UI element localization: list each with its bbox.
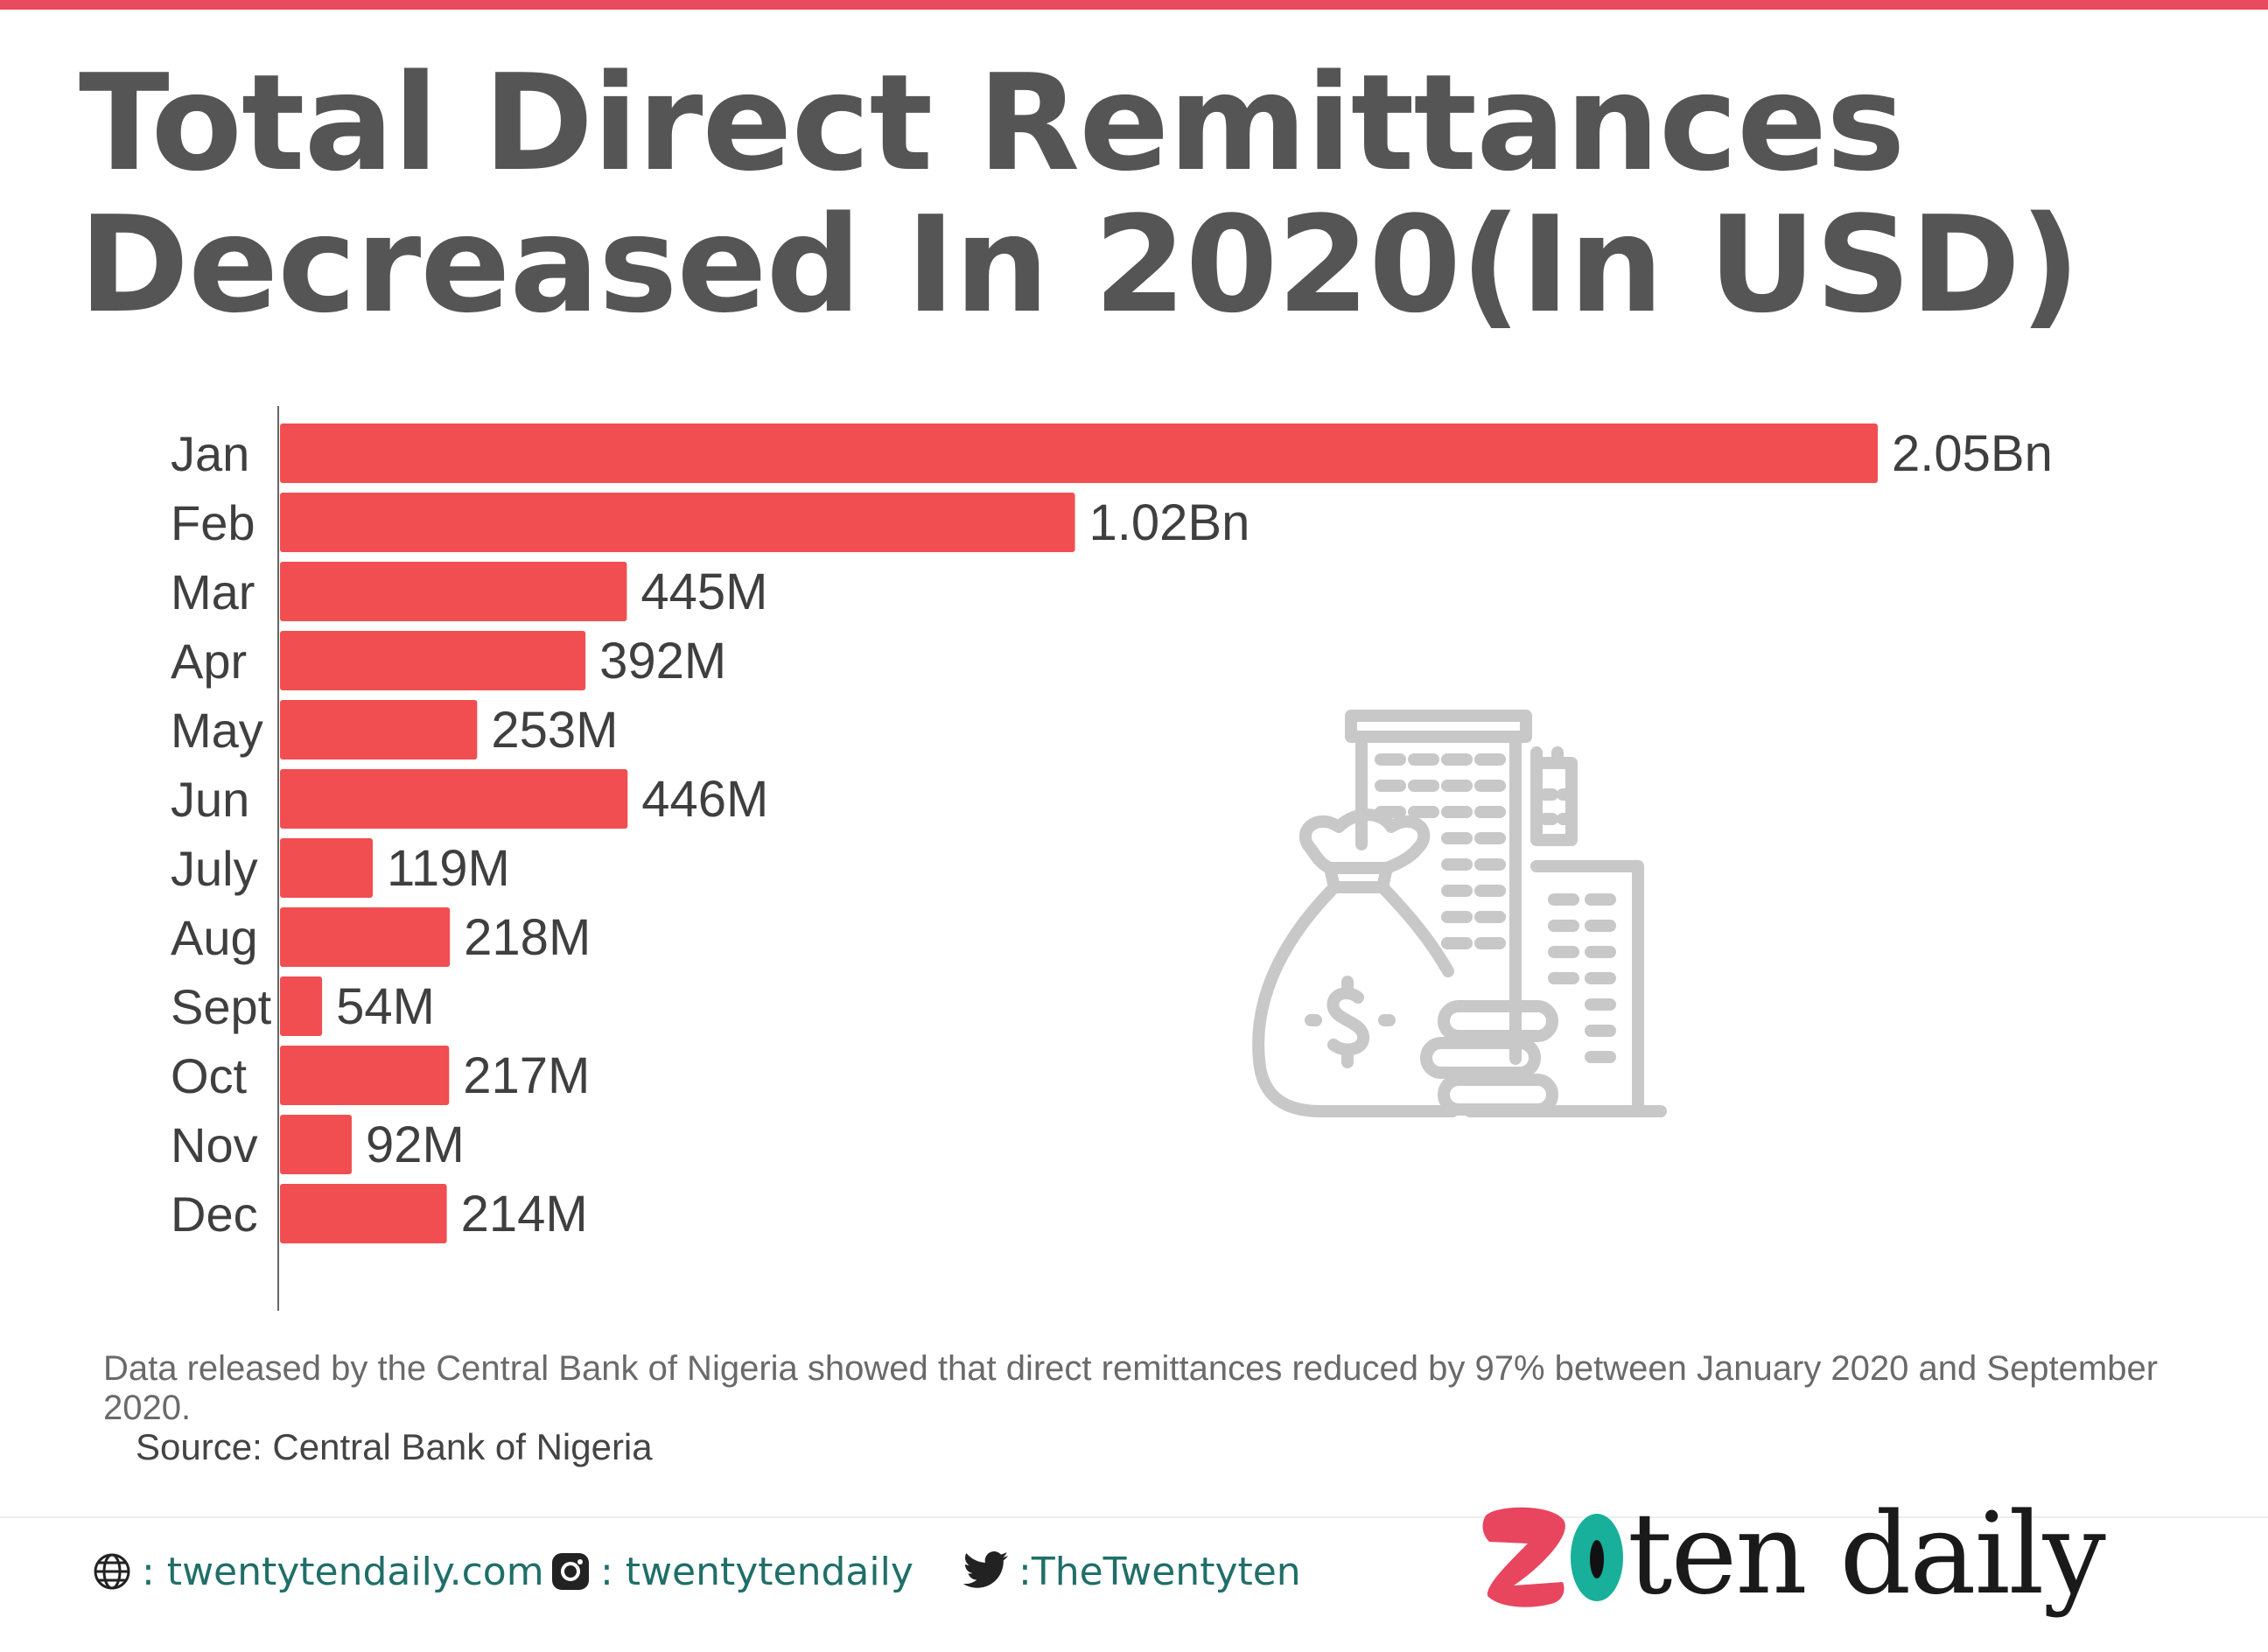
category-label-mar: Mar (171, 564, 255, 620)
twentyten-logo-mark (1482, 1507, 1623, 1607)
footer-twitter[interactable]: :TheTwentyten (962, 1544, 1301, 1600)
value-label-jan: 2.05Bn (1892, 425, 2053, 482)
value-label-sept: 54M (336, 978, 435, 1035)
category-label-dec: Dec (171, 1186, 258, 1242)
category-label-july: July (171, 841, 258, 896)
value-label-july: 119M (387, 840, 510, 897)
value-label-aug: 218M (464, 909, 591, 966)
money-bag-buildings-icon (1252, 710, 1667, 1117)
bar-nov (280, 1115, 352, 1174)
footer-website[interactable]: : twentytendaily.com (91, 1544, 544, 1600)
value-label-may: 253M (491, 702, 618, 759)
value-label-dec: 214M (461, 1186, 588, 1242)
value-label-feb: 1.02Bn (1089, 494, 1250, 551)
category-label-feb: Feb (171, 495, 256, 550)
bar-sept (280, 976, 323, 1036)
website-label: : twentytendaily.com (142, 1549, 544, 1594)
chart-note: Data released by the Central Bank of Nig… (103, 1349, 2159, 1427)
globe-icon (91, 1550, 133, 1592)
bar-may (280, 700, 478, 760)
bar-oct (280, 1046, 450, 1105)
footer-divider (0, 1516, 2268, 1518)
category-label-aug: Aug (171, 910, 258, 965)
value-label-jun: 446M (641, 771, 768, 828)
value-label-apr: 392M (599, 633, 726, 690)
category-label-sept: Sept (171, 979, 272, 1034)
value-label-mar: 445M (640, 564, 767, 620)
page-title: Total Direct Remittances Decreased In 20… (79, 46, 2081, 342)
instagram-label: : twentytendaily (600, 1549, 914, 1594)
brand-name: ten daily (1628, 1489, 2106, 1620)
category-label-oct: Oct (171, 1048, 248, 1103)
chart-marks: Jan 2.05Bn Feb 1.02Bn Mar 445M Apr 392M May 253M J… (171, 424, 2053, 1243)
top-accent-bar (0, 0, 2268, 10)
twitter-label: :TheTwentyten (1018, 1549, 1301, 1594)
bar-aug (280, 907, 451, 967)
category-label-may: May (171, 703, 263, 758)
bar-chart: Jan 2.05Bn Feb 1.02Bn Mar 445M Apr 392M May 253M J… (171, 406, 2053, 1311)
value-label-oct: 217M (463, 1047, 590, 1104)
bar-dec (280, 1184, 447, 1243)
category-label-nov: Nov (171, 1117, 258, 1172)
bar-feb (280, 493, 1075, 552)
bar-july (280, 838, 373, 898)
bar-jun (280, 769, 628, 829)
value-label-nov: 92M (366, 1116, 465, 1173)
source-credit: Source: Central Bank of Nigeria (136, 1426, 653, 1467)
category-label-jun: Jun (171, 772, 249, 827)
category-label-jan: Jan (171, 426, 249, 481)
bar-mar (280, 562, 627, 621)
category-label-apr: Apr (171, 634, 247, 689)
twitter-icon (962, 1550, 1010, 1592)
instagram-icon (550, 1550, 592, 1592)
footer-instagram[interactable]: : twentytendaily (550, 1544, 914, 1600)
bar-jan (280, 424, 1878, 483)
bar-apr (280, 631, 586, 690)
